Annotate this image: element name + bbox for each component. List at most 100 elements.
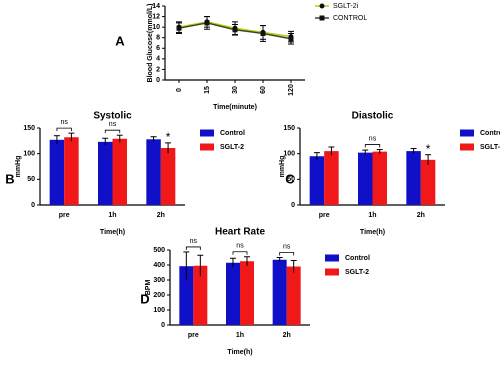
significance: * [166,130,171,144]
significance: ns [60,119,68,126]
bar [358,152,373,205]
x-axis-label: Time(h) [227,349,252,356]
legend-swatch [200,129,214,137]
x-tick-label: pre [59,212,70,219]
bar [420,159,436,205]
legend-marker [319,3,325,9]
marker [204,20,210,26]
y-tick-label: 8 [156,35,160,42]
y-tick-label: 12 [152,13,160,20]
y-tick-label: 300 [153,277,165,284]
bracket [232,251,248,255]
marker [176,25,182,31]
x-tick-label: 1h [108,212,116,219]
bar [64,137,79,205]
x-tick-label: 2h [157,212,165,219]
y-tick-label: 100 [23,151,35,158]
legend-swatch [325,254,339,262]
bar [112,138,127,205]
y-tick-label: 50 [287,176,295,183]
legend-label: CONTROL [333,15,367,22]
panel-label: C [285,171,295,186]
bar [406,151,421,205]
y-tick-label: 2 [156,66,160,73]
x-tick-label: pre [188,332,199,339]
chart-title: Systolic [93,111,132,122]
legend-label: Control [220,130,245,137]
bar [324,151,339,205]
y-axis-label: mmHg [279,156,286,178]
y-tick-label: 150 [283,125,295,132]
y-tick-label: 100 [283,151,295,158]
y-tick-label: 4 [156,56,160,63]
bar [286,266,301,325]
x-tick-label: 2h [283,332,291,339]
significance: ns [369,135,377,142]
bar [240,261,254,325]
bracket [364,144,381,148]
significance: ns [109,121,117,128]
y-tick-label: 100 [153,307,165,314]
x-tick-label: 1h [368,212,376,219]
legend-label: SGLT-2 [220,144,244,151]
y-tick-label: 6 [156,45,160,52]
legend-label: Control [480,130,500,137]
y-axis-label: Blood Glucose(mmol/L) [147,4,154,83]
x-axis-label: Time(h) [360,229,385,236]
x-tick-label: 30 [232,86,239,94]
significance: * [426,142,431,156]
x-tick-label: 60 [260,86,267,94]
y-tick-label: 0 [291,202,295,209]
bar [309,156,325,205]
y-tick-label: 50 [27,176,35,183]
significance: ns [283,243,291,250]
legend-label: SGLT-2i [333,3,359,10]
x-tick-label: pre [319,212,330,219]
significance: ns [236,243,244,250]
marker [288,36,294,42]
legend-swatch [325,268,339,276]
y-tick-label: 0 [31,202,35,209]
y-tick-label: 400 [153,262,165,269]
legend-label: Control [345,255,370,262]
legend-swatch [460,143,474,151]
bracket [185,246,201,250]
significance: ns [190,238,198,245]
x-tick-label: 120 [288,84,295,96]
chart-title: Diastolic [352,111,394,122]
bar [160,148,176,205]
y-tick-label: 0 [161,322,165,329]
panel-label: A [115,33,125,48]
y-tick-label: 150 [23,125,35,132]
panel-label: B [5,171,14,186]
x-tick-label: 1h [236,332,244,339]
bar [372,151,387,205]
panel-label: D [140,291,149,306]
marker [260,30,266,36]
bar [226,262,240,325]
y-tick-label: 0 [156,77,160,84]
marker [232,27,238,33]
bar [272,259,287,325]
y-axis-label: BPM [145,280,152,296]
x-tick-label: 2h [417,212,425,219]
bar [179,266,194,325]
legend-swatch [460,129,474,137]
x-axis-label: Time(h) [100,229,125,236]
bar [146,139,161,205]
y-tick-label: 10 [152,24,160,31]
y-tick-label: 200 [153,292,165,299]
legend-label: SGLT-2 [345,269,369,276]
y-tick-label: 14 [152,3,160,10]
bracket [56,127,72,132]
legend-swatch [200,143,214,151]
bracket [279,252,295,256]
chart-title: Heart Rate [215,227,265,238]
legend-label: SGLT-2 [480,144,500,151]
bar [193,265,208,325]
x-axis-label: Time(minute) [213,104,257,111]
y-axis-label: mmHg [15,156,22,178]
bar [49,139,65,205]
bar [98,141,113,205]
